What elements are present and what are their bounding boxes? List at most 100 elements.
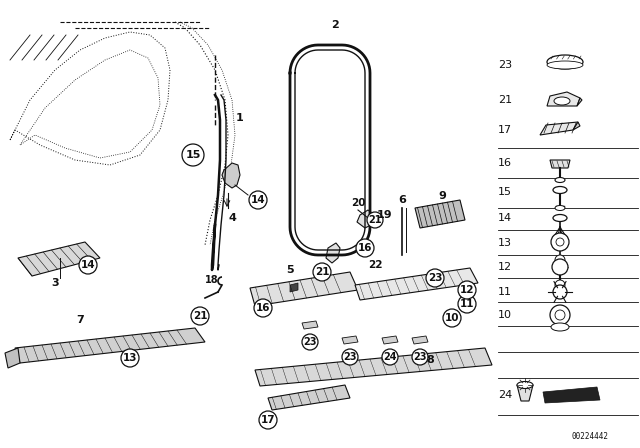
- Text: 7: 7: [76, 315, 84, 325]
- Circle shape: [553, 285, 567, 299]
- Circle shape: [458, 295, 476, 313]
- Text: 11: 11: [498, 287, 512, 297]
- Polygon shape: [302, 321, 318, 329]
- Text: 20: 20: [351, 198, 365, 208]
- Circle shape: [555, 280, 565, 290]
- Circle shape: [458, 281, 476, 299]
- Text: 17: 17: [498, 125, 512, 135]
- Text: 8: 8: [426, 355, 434, 365]
- Text: 5: 5: [286, 265, 294, 275]
- Polygon shape: [250, 272, 358, 306]
- Ellipse shape: [547, 55, 583, 69]
- Circle shape: [254, 299, 272, 317]
- Circle shape: [367, 212, 383, 228]
- Text: 14: 14: [251, 195, 266, 205]
- Circle shape: [412, 349, 428, 365]
- Polygon shape: [382, 336, 398, 344]
- Text: 12: 12: [460, 285, 474, 295]
- Circle shape: [79, 256, 97, 274]
- Text: 22: 22: [368, 260, 382, 270]
- Text: 14: 14: [498, 213, 512, 223]
- Text: 19: 19: [376, 210, 392, 220]
- Polygon shape: [342, 336, 358, 344]
- Text: 3: 3: [51, 278, 59, 288]
- Polygon shape: [355, 268, 478, 300]
- Polygon shape: [222, 163, 240, 188]
- Polygon shape: [357, 210, 375, 228]
- Text: 11: 11: [460, 299, 474, 309]
- Ellipse shape: [551, 323, 569, 331]
- Circle shape: [182, 144, 204, 166]
- Text: 18: 18: [205, 275, 219, 285]
- Ellipse shape: [517, 382, 533, 388]
- Polygon shape: [15, 328, 205, 363]
- Text: 9: 9: [438, 191, 446, 201]
- Polygon shape: [255, 348, 492, 386]
- Text: 4: 4: [228, 213, 236, 223]
- Circle shape: [555, 255, 565, 265]
- Text: 13: 13: [123, 353, 137, 363]
- Text: 16: 16: [256, 303, 270, 313]
- Text: 24: 24: [383, 352, 397, 362]
- Text: 6: 6: [398, 195, 406, 205]
- Ellipse shape: [555, 177, 565, 182]
- Polygon shape: [547, 92, 580, 106]
- Polygon shape: [326, 243, 340, 263]
- Ellipse shape: [553, 186, 567, 194]
- Text: 23: 23: [498, 60, 512, 70]
- Text: 13: 13: [498, 238, 512, 248]
- Circle shape: [550, 305, 570, 325]
- Circle shape: [556, 238, 564, 246]
- Polygon shape: [412, 336, 428, 344]
- Text: 23: 23: [413, 352, 427, 362]
- Text: 21: 21: [368, 215, 381, 225]
- Ellipse shape: [553, 215, 567, 221]
- Polygon shape: [268, 385, 350, 410]
- Circle shape: [313, 263, 331, 281]
- Circle shape: [426, 269, 444, 287]
- Ellipse shape: [554, 97, 570, 105]
- Text: 10: 10: [498, 310, 512, 320]
- Text: 24: 24: [498, 390, 512, 400]
- Text: 15: 15: [498, 187, 512, 197]
- Polygon shape: [543, 387, 600, 403]
- Polygon shape: [540, 122, 578, 135]
- Circle shape: [121, 349, 139, 367]
- Text: 23: 23: [303, 337, 317, 347]
- Text: 10: 10: [445, 313, 460, 323]
- Text: 00224442: 00224442: [572, 431, 609, 440]
- Text: 15: 15: [186, 150, 201, 160]
- Circle shape: [552, 259, 568, 275]
- Circle shape: [356, 239, 374, 257]
- Circle shape: [249, 191, 267, 209]
- Text: 17: 17: [260, 415, 275, 425]
- Circle shape: [342, 349, 358, 365]
- Circle shape: [259, 411, 277, 429]
- Text: 16: 16: [358, 243, 372, 253]
- Text: 21: 21: [193, 311, 207, 321]
- Text: 1: 1: [236, 113, 244, 123]
- Text: 14: 14: [81, 260, 95, 270]
- Polygon shape: [415, 200, 465, 228]
- Polygon shape: [290, 283, 298, 292]
- Text: 23: 23: [343, 352, 356, 362]
- Ellipse shape: [555, 206, 565, 211]
- Text: 23: 23: [428, 273, 442, 283]
- Circle shape: [443, 309, 461, 327]
- Circle shape: [551, 233, 569, 251]
- Text: 2: 2: [331, 20, 339, 30]
- Text: 21: 21: [315, 267, 329, 277]
- Polygon shape: [18, 242, 100, 276]
- Polygon shape: [577, 98, 582, 106]
- Polygon shape: [550, 160, 570, 168]
- Ellipse shape: [547, 61, 583, 69]
- Circle shape: [382, 349, 398, 365]
- Polygon shape: [517, 385, 533, 401]
- Circle shape: [302, 334, 318, 350]
- Text: 16: 16: [498, 158, 512, 168]
- Circle shape: [555, 310, 565, 320]
- Polygon shape: [573, 122, 580, 130]
- Polygon shape: [5, 348, 20, 368]
- Text: 12: 12: [498, 262, 512, 272]
- Circle shape: [191, 307, 209, 325]
